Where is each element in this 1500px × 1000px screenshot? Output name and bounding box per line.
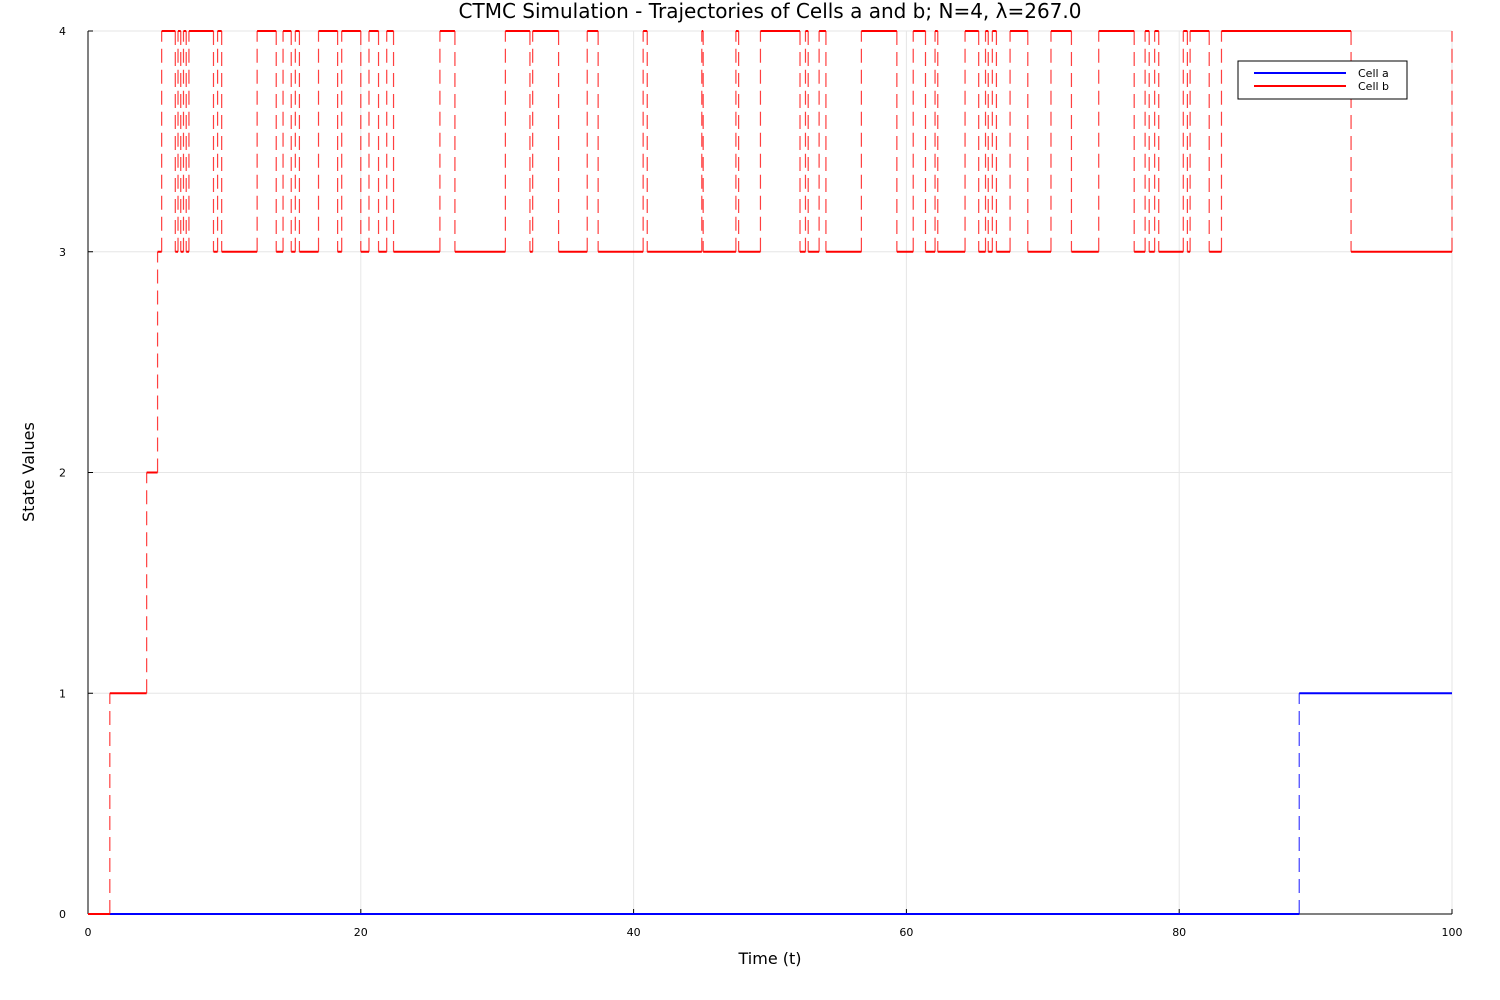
legend-label-cell-b: Cell b xyxy=(1358,80,1389,93)
x-tick-label: 100 xyxy=(1442,926,1463,939)
x-tick-label: 0 xyxy=(85,926,92,939)
y-tick-labels: 0 1 2 3 4 xyxy=(59,25,66,921)
y-tick-label: 0 xyxy=(59,908,66,921)
x-tick-label: 20 xyxy=(354,926,368,939)
series-group xyxy=(88,30,1453,915)
y-tick-label: 2 xyxy=(59,467,66,480)
x-axis-label: Time (t) xyxy=(738,949,802,968)
legend: Cell a Cell b xyxy=(1237,60,1408,100)
chart-title: CTMC Simulation - Trajectories of Cells … xyxy=(459,0,1082,23)
y-tick-label: 4 xyxy=(59,25,66,38)
series-cell-b xyxy=(88,30,1453,915)
y-tick-label: 3 xyxy=(59,246,66,259)
legend-label-cell-a: Cell a xyxy=(1358,67,1389,80)
y-axis-label: State Values xyxy=(19,422,38,522)
x-tick-label: 60 xyxy=(899,926,913,939)
y-tick-label: 1 xyxy=(59,687,66,700)
legend-box xyxy=(1237,60,1408,100)
series-cell-a xyxy=(88,692,1452,915)
x-tick-label: 80 xyxy=(1172,926,1186,939)
x-tick-labels: 0 20 40 60 80 100 xyxy=(85,926,1463,939)
x-tick-label: 40 xyxy=(627,926,641,939)
